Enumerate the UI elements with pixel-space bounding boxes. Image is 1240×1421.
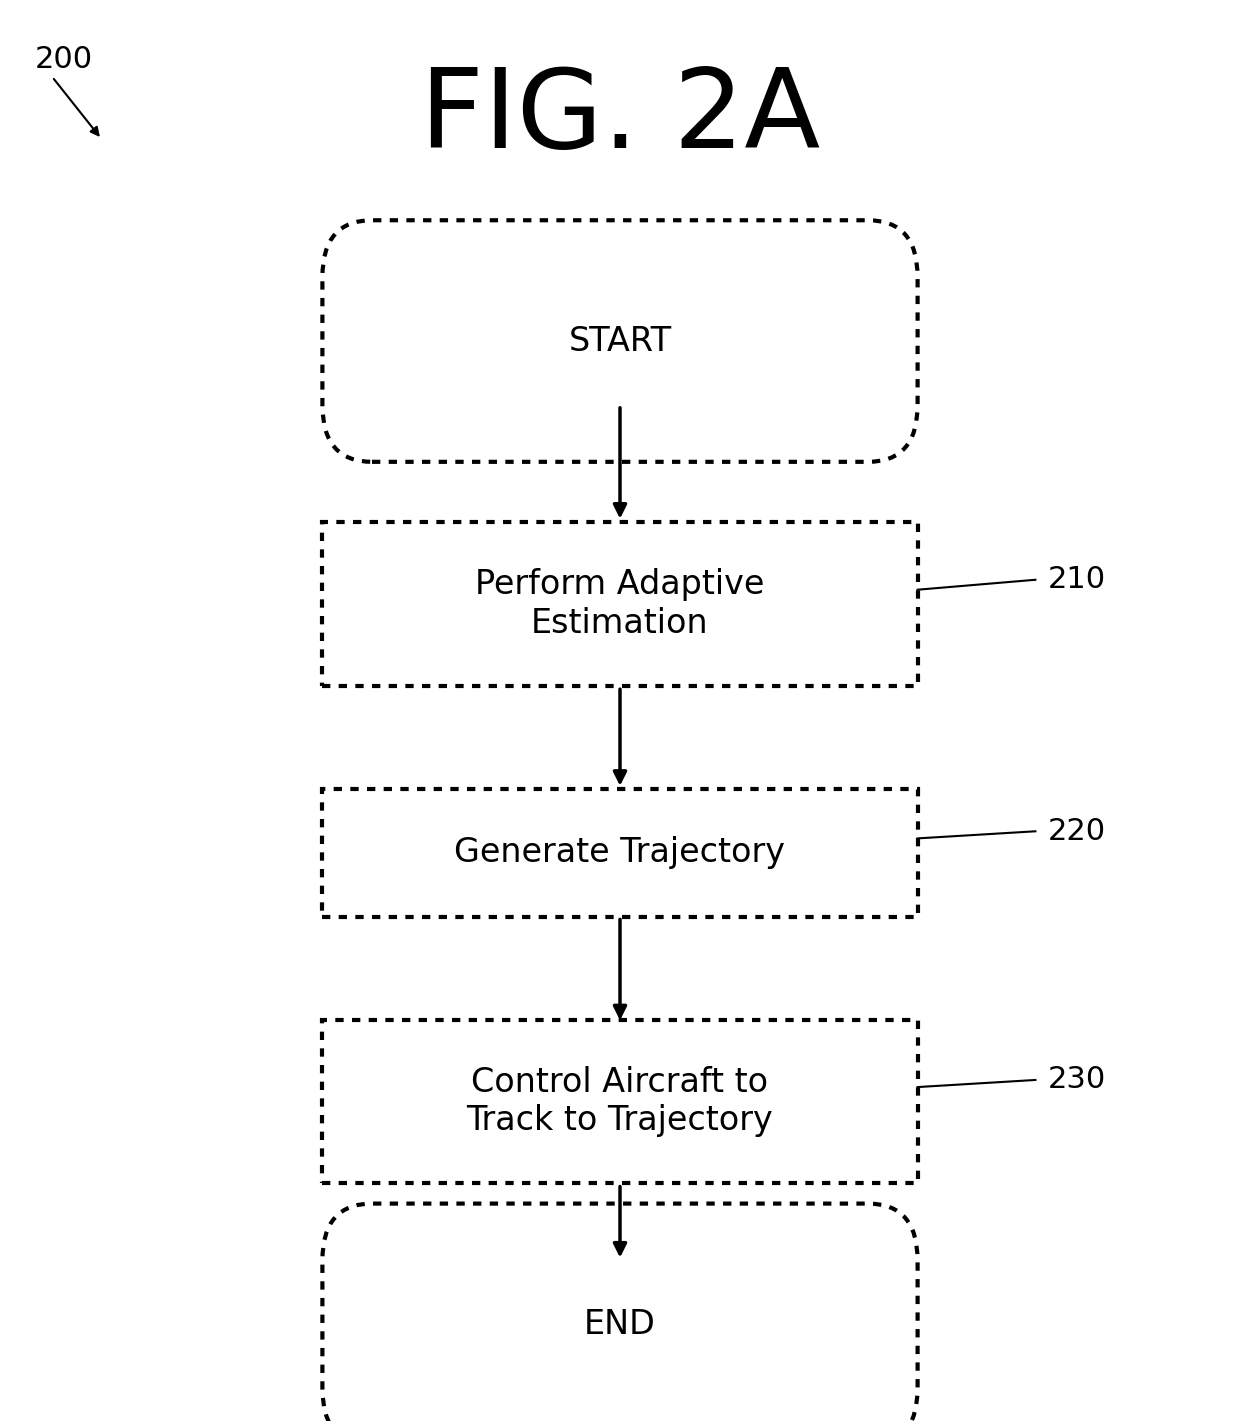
Text: START: START (568, 324, 672, 358)
FancyBboxPatch shape (322, 220, 918, 462)
FancyBboxPatch shape (322, 1204, 918, 1421)
Bar (322, 1020, 918, 1182)
Text: FIG. 2A: FIG. 2A (420, 64, 820, 171)
Bar (322, 523, 918, 686)
Text: 220: 220 (1048, 817, 1106, 845)
Text: 230: 230 (1048, 1066, 1106, 1094)
Text: 200: 200 (35, 45, 93, 74)
Text: Control Aircraft to
Track to Trajectory: Control Aircraft to Track to Trajectory (466, 1066, 774, 1137)
Text: Generate Trajectory: Generate Trajectory (455, 836, 785, 870)
Text: 210: 210 (1048, 566, 1106, 594)
Text: Perform Adaptive
Estimation: Perform Adaptive Estimation (475, 568, 765, 639)
Bar (322, 789, 918, 917)
Text: END: END (584, 1307, 656, 1341)
